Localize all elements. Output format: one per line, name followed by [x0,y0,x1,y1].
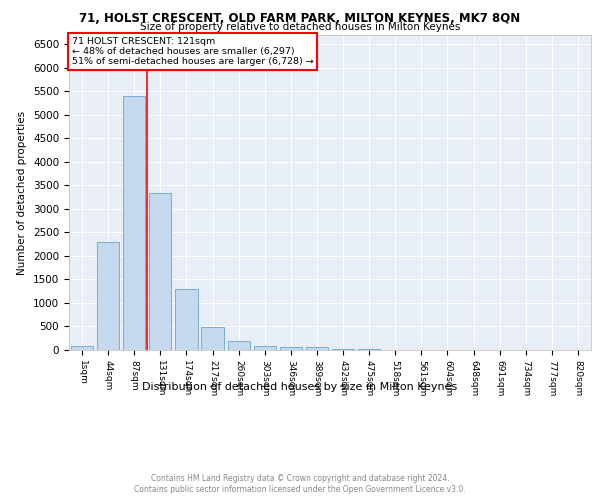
Bar [71,346,93,350]
Bar [306,347,328,350]
Bar [202,327,224,350]
Bar [254,346,276,350]
Bar [123,96,145,350]
Bar [280,346,302,350]
Text: Contains HM Land Registry data © Crown copyright and database right 2024.
Contai: Contains HM Land Registry data © Crown c… [134,474,466,494]
Text: 71, HOLST CRESCENT, OLD FARM PARK, MILTON KEYNES, MK7 8QN: 71, HOLST CRESCENT, OLD FARM PARK, MILTO… [79,12,521,26]
Bar [175,289,197,350]
Bar [227,341,250,350]
Bar [149,192,172,350]
Text: 71 HOLST CRESCENT: 121sqm
← 48% of detached houses are smaller (6,297)
51% of se: 71 HOLST CRESCENT: 121sqm ← 48% of detac… [71,36,313,66]
Bar [332,349,354,350]
Text: Distribution of detached houses by size in Milton Keynes: Distribution of detached houses by size … [142,382,458,392]
Bar [97,242,119,350]
Y-axis label: Number of detached properties: Number of detached properties [17,110,28,274]
Text: Size of property relative to detached houses in Milton Keynes: Size of property relative to detached ho… [140,22,460,32]
